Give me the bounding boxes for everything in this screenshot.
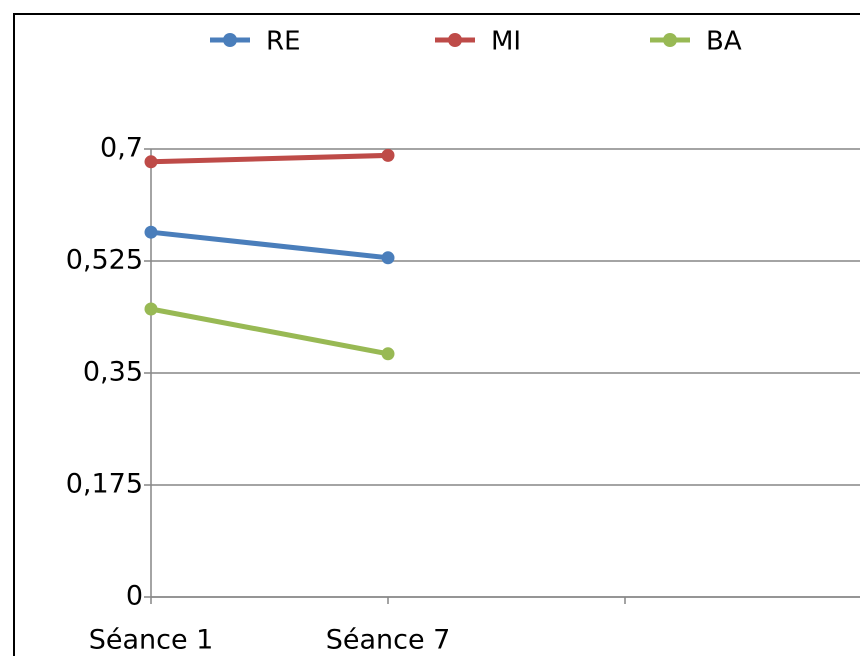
data-point <box>381 148 395 162</box>
y-tick-label: 0,7 <box>100 133 143 164</box>
x-tick-label: Séance 1 <box>89 625 214 656</box>
chart-border <box>13 13 860 656</box>
y-tick-label: 0,175 <box>66 469 143 500</box>
legend-marker <box>448 33 462 47</box>
y-tick-label: 0,525 <box>66 245 143 276</box>
data-point <box>381 251 395 265</box>
legend-label: BA <box>706 27 742 57</box>
series-line <box>150 229 389 261</box>
legend-marker <box>663 33 677 47</box>
series-line <box>150 306 389 357</box>
series-line <box>150 152 389 165</box>
y-tick-label: 0 <box>126 581 143 612</box>
legend-label: RE <box>266 27 301 57</box>
data-point <box>381 347 395 361</box>
y-tick-label: 0,35 <box>83 357 143 388</box>
x-tick-label: Séance 7 <box>326 625 451 656</box>
legend-label: MI <box>491 27 521 57</box>
data-point <box>144 155 158 169</box>
data-point <box>144 302 158 316</box>
legend-marker <box>223 33 237 47</box>
data-point <box>144 225 158 239</box>
